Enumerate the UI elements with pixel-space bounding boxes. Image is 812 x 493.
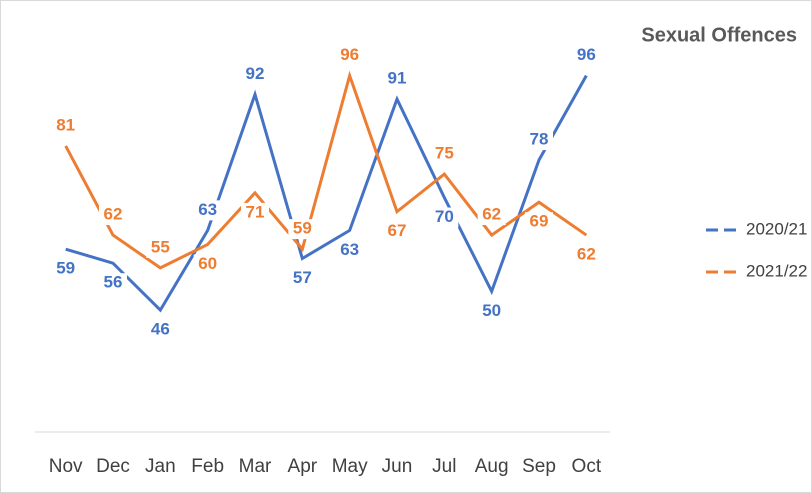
data-label-bg xyxy=(525,212,553,233)
data-label: 59 xyxy=(56,259,75,278)
chart-title: Sexual Offences xyxy=(641,24,797,46)
data-label: 91 xyxy=(388,69,407,88)
data-label-bg xyxy=(572,245,601,266)
x-tick-label: Sep xyxy=(522,456,556,477)
data-label: 62 xyxy=(482,205,501,224)
data-label-bg xyxy=(51,115,80,136)
data-label: 78 xyxy=(530,130,549,149)
data-label: 50 xyxy=(482,301,501,320)
data-label-bg xyxy=(383,221,411,242)
data-label: 75 xyxy=(435,144,454,163)
legend-label: 2020/21 xyxy=(746,219,807,238)
data-label-bg xyxy=(241,202,269,223)
data-label: 46 xyxy=(151,320,170,339)
data-label: 81 xyxy=(56,115,75,134)
data-label: 55 xyxy=(151,237,170,256)
data-label-bg xyxy=(288,219,317,240)
x-tick-label: Aug xyxy=(475,456,509,477)
data-label: 71 xyxy=(246,202,265,221)
data-label-bg xyxy=(477,301,506,322)
data-label: 62 xyxy=(104,205,123,224)
x-tick-label: Jan xyxy=(145,456,176,477)
data-label-bg xyxy=(99,273,127,294)
data-label-bg xyxy=(146,237,175,258)
data-label-bg xyxy=(335,240,364,261)
series-line xyxy=(64,70,588,270)
data-label: 96 xyxy=(340,45,359,64)
data-label-bg xyxy=(288,268,317,289)
data-label: 92 xyxy=(246,64,265,83)
data-label-bg xyxy=(193,200,222,221)
data-label: 69 xyxy=(530,212,549,231)
data-label: 96 xyxy=(577,45,596,64)
x-tick-label: Dec xyxy=(96,456,130,477)
data-label-bg xyxy=(241,64,269,85)
data-label-bg xyxy=(525,130,553,151)
x-tick-label: Jun xyxy=(382,456,413,477)
data-label-bg xyxy=(51,259,80,280)
data-label-bg xyxy=(193,254,222,275)
data-label: 67 xyxy=(388,221,407,240)
data-label: 63 xyxy=(340,240,359,259)
data-label: 63 xyxy=(198,200,217,219)
data-label: 59 xyxy=(293,219,312,238)
data-label-bg xyxy=(383,69,411,90)
data-label-bg xyxy=(477,205,506,226)
x-tick-label: Feb xyxy=(191,456,224,477)
x-tick-label: Nov xyxy=(49,456,83,477)
data-label-bg xyxy=(430,207,459,228)
data-label-bg xyxy=(99,205,127,226)
x-tick-label: Apr xyxy=(288,456,318,477)
legend-label: 2021/22 xyxy=(746,261,807,280)
data-label: 70 xyxy=(435,207,454,226)
x-tick-label: May xyxy=(332,456,368,477)
data-label-bg xyxy=(335,45,364,66)
data-label: 62 xyxy=(577,245,596,264)
x-tick-label: Jul xyxy=(432,456,456,477)
data-label-bg xyxy=(430,144,459,165)
x-tick-label: Oct xyxy=(572,456,602,477)
data-label: 60 xyxy=(198,254,217,273)
data-label: 57 xyxy=(293,268,312,287)
x-tick-label: Mar xyxy=(239,456,272,477)
series-line xyxy=(65,74,588,313)
data-label: 56 xyxy=(104,273,123,292)
data-label-bg xyxy=(572,45,601,66)
data-label-bg xyxy=(146,320,175,341)
